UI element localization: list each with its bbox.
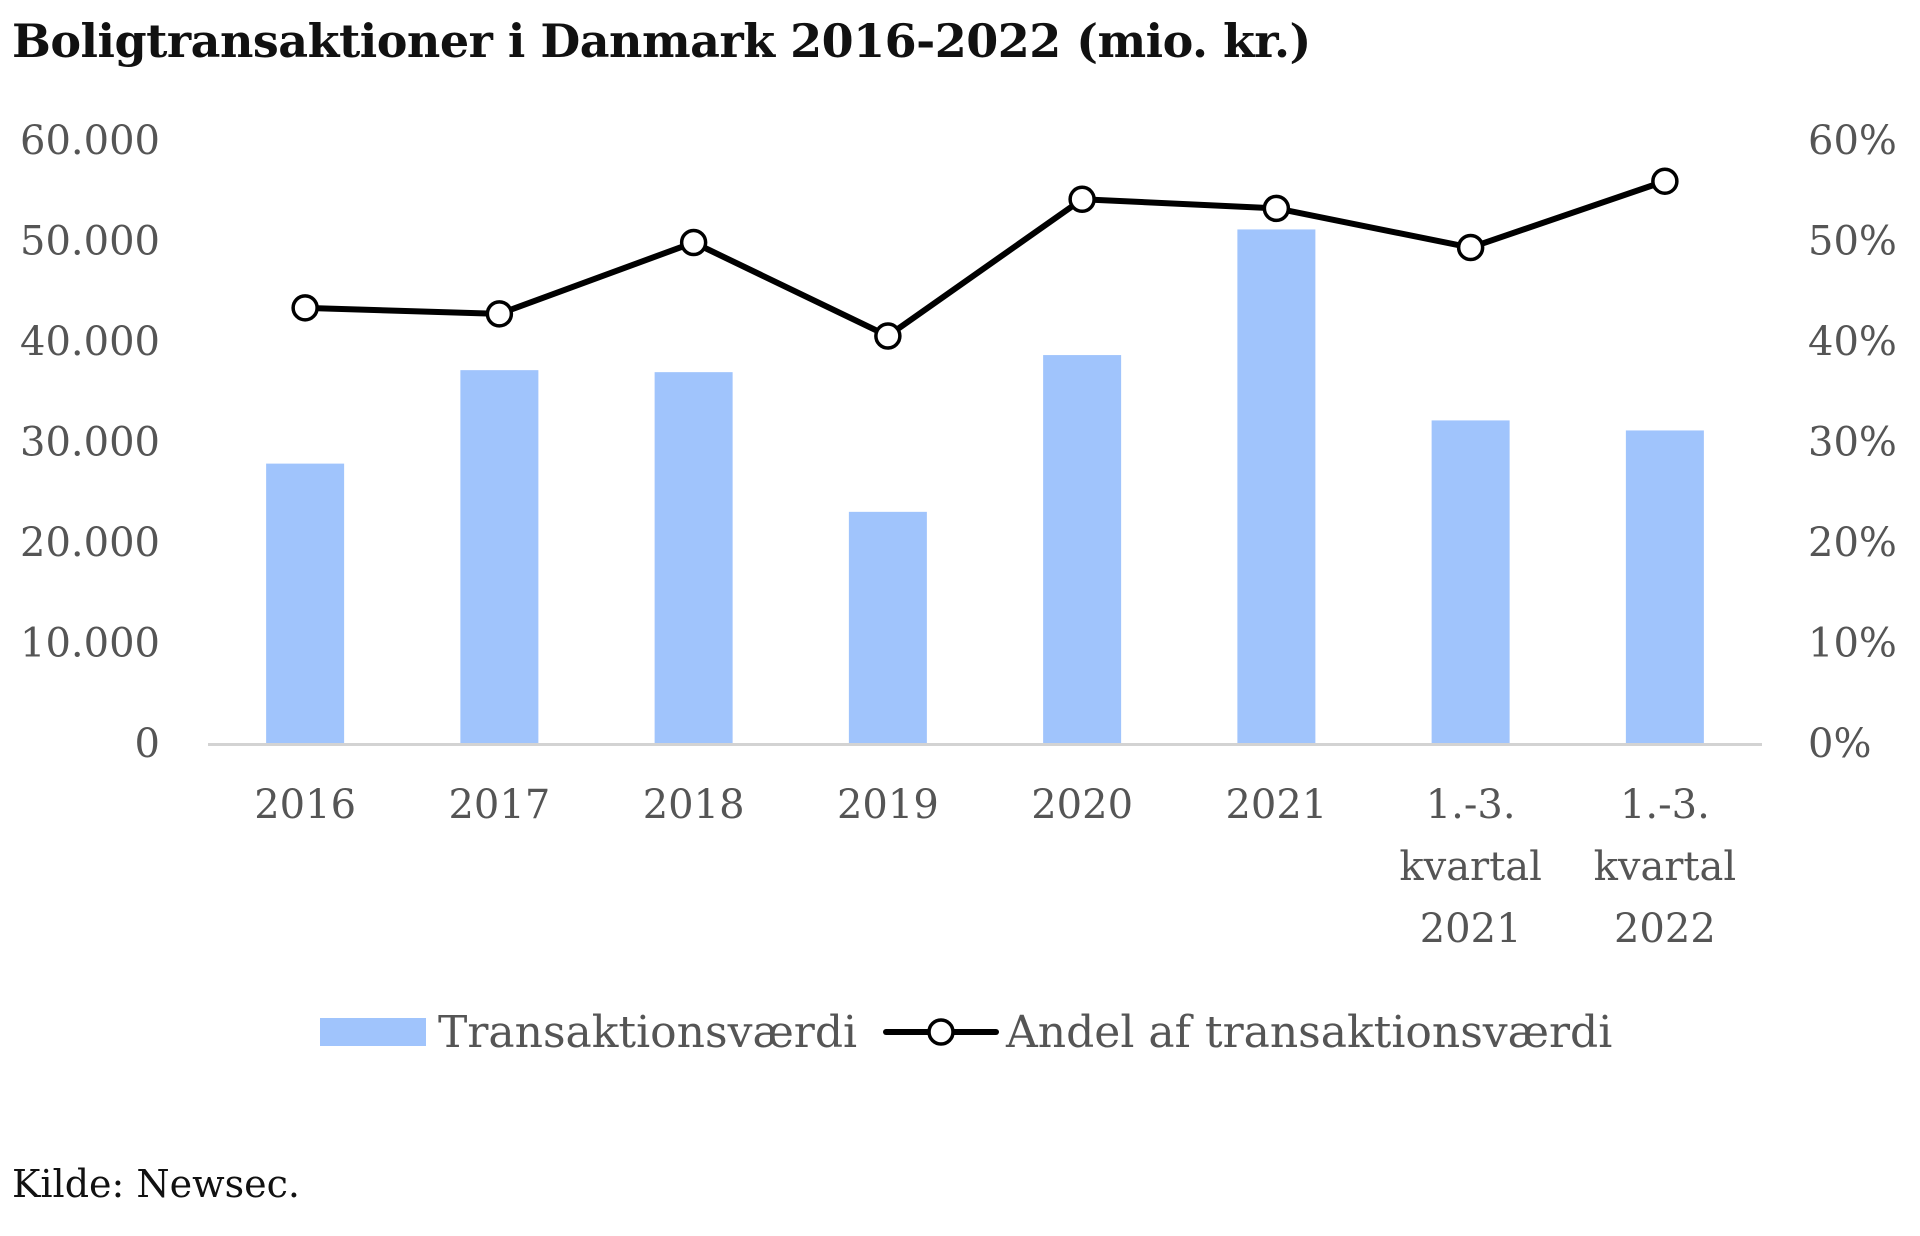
left-tick-label: 20.000 [20,520,160,566]
left-tick-label: 50.000 [20,219,160,265]
chart-title: Boligtransaktioner i Danmark 2016-2022 (… [12,14,1311,68]
bar-7 [1431,420,1510,743]
left-tick-label: 30.000 [20,420,160,466]
share-point-6 [1262,194,1291,223]
right-tick-label: 0% [1808,721,1871,767]
category-label-1: 2016 [254,782,356,828]
bar-6 [1237,229,1316,743]
right-axis-ticks: 0% 10% 20% 30% 40% 50% 60% [1808,118,1897,767]
share-point-7 [1456,233,1485,262]
legend-label-line: Andel af transaktionsværdi [1005,1007,1612,1058]
right-tick-label: 30% [1808,420,1897,466]
right-tick-label: 10% [1808,621,1897,667]
category-label-3: 2018 [643,782,745,828]
right-tick-label: 40% [1808,319,1897,365]
left-tick-label: 10.000 [20,621,160,667]
line-layer [291,167,1679,350]
right-tick-label: 50% [1808,219,1897,265]
source-note: Kilde: Newsec. [12,1162,301,1206]
bar-5 [1043,355,1122,743]
left-tick-label: 0 [135,721,160,767]
share-point-5 [1068,185,1096,214]
left-tick-label: 60.000 [20,118,160,164]
share-point-3 [679,228,708,257]
category-label-2: 2017 [448,782,550,828]
right-tick-label: 60% [1808,118,1897,164]
legend-label-bars: Transaktionsværdi [438,1007,857,1058]
bar-4 [848,511,927,743]
legend: Transaktionsværdi Andel af transaktionsvæ… [320,1007,1612,1058]
bar-3 [654,372,733,743]
right-tick-label: 20% [1808,520,1897,566]
bar-2 [460,370,539,743]
bar-8 [1625,430,1704,743]
share-point-8 [1651,167,1679,195]
category-label-6: 2021 [1225,782,1327,828]
share-point-1 [291,294,319,322]
legend-bar-swatch [320,1018,426,1046]
left-tick-label: 40.000 [20,319,160,365]
legend-line-marker [927,1018,955,1046]
left-axis-ticks: 0 10.000 20.000 30.000 40.000 50.000 60.000 [20,118,160,767]
category-label-4: 2019 [837,782,939,828]
category-label-5: 2020 [1031,782,1133,828]
share-line [302,178,1668,339]
share-point-2 [485,300,514,328]
category-label-7: 1.-3. kvartal 2021 [1399,782,1542,952]
category-labels: 2016 2017 2018 2019 2020 2021 1.-3. kvartal 2021… [254,782,1736,952]
category-label-8: 1.-3. kvartal 2022 [1594,782,1737,952]
bars-layer [266,229,1704,743]
share-point-4 [874,322,902,350]
bar-1 [266,463,345,743]
